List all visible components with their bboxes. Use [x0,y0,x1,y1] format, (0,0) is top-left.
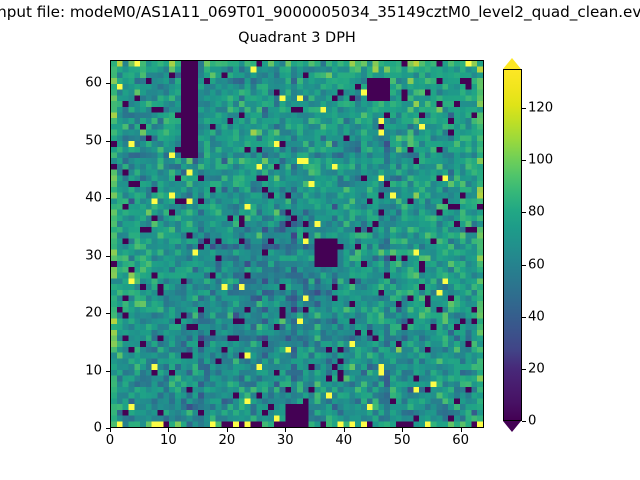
y-tick-mark [106,83,110,84]
colorbar-tick-mark [522,108,526,110]
x-tick-label: 20 [218,433,236,448]
colorbar-extend-min-arrow [503,421,521,432]
x-tick-mark [402,428,404,432]
colorbar-tick-mark [522,368,526,370]
colorbar-extend-max-arrow [503,58,521,69]
colorbar-tick-label: 100 [528,152,554,168]
x-tick-label: 40 [335,433,353,448]
y-tick-mark [106,313,110,314]
x-tick-mark [343,428,345,432]
colorbar-tick-label: 80 [528,204,545,220]
y-tick-mark [106,255,110,257]
y-tick-label: 30 [85,248,102,263]
x-tick-label: 30 [276,433,294,448]
axes-title: Quadrant 3 DPH [238,30,356,46]
figure-suptitle: Input file: modeM0/AS1A11_069T01_9000005… [0,3,640,21]
colorbar-tick-label: 20 [528,361,545,377]
x-tick-mark [460,428,462,432]
x-tick-label: 60 [452,433,470,448]
x-tick-label: 10 [160,433,177,448]
y-tick-mark [106,370,110,372]
x-tick-mark [110,428,111,432]
colorbar-tick-mark [522,264,526,266]
y-tick-label: 40 [85,190,102,206]
x-tick-mark [226,428,228,432]
heatmap-axes [110,60,484,428]
y-tick-label: 10 [85,363,102,378]
colorbar-tick-mark [522,212,526,214]
y-tick-mark [106,140,110,142]
colorbar-tick-mark [522,316,526,318]
colorbar-tick-mark [522,421,526,422]
heatmap-image [111,61,483,427]
x-tick-label: 0 [105,433,115,448]
y-tick-mark [106,428,110,429]
colorbar-tick-label: 0 [528,413,537,429]
y-tick-label: 20 [85,305,102,321]
colorbar-tick-label: 60 [528,257,545,273]
y-tick-label: 0 [93,420,102,436]
colorbar-gradient [503,69,522,421]
y-tick-label: 60 [85,75,102,91]
colorbar-tick-label: 40 [528,309,545,325]
y-tick-mark [106,198,110,199]
x-tick-mark [168,428,170,432]
x-tick-label: 50 [393,433,411,448]
colorbar-tick-mark [522,160,526,162]
x-tick-mark [285,428,287,432]
y-tick-label: 50 [85,133,102,148]
colorbar [503,58,522,432]
colorbar-tick-label: 120 [528,100,554,116]
